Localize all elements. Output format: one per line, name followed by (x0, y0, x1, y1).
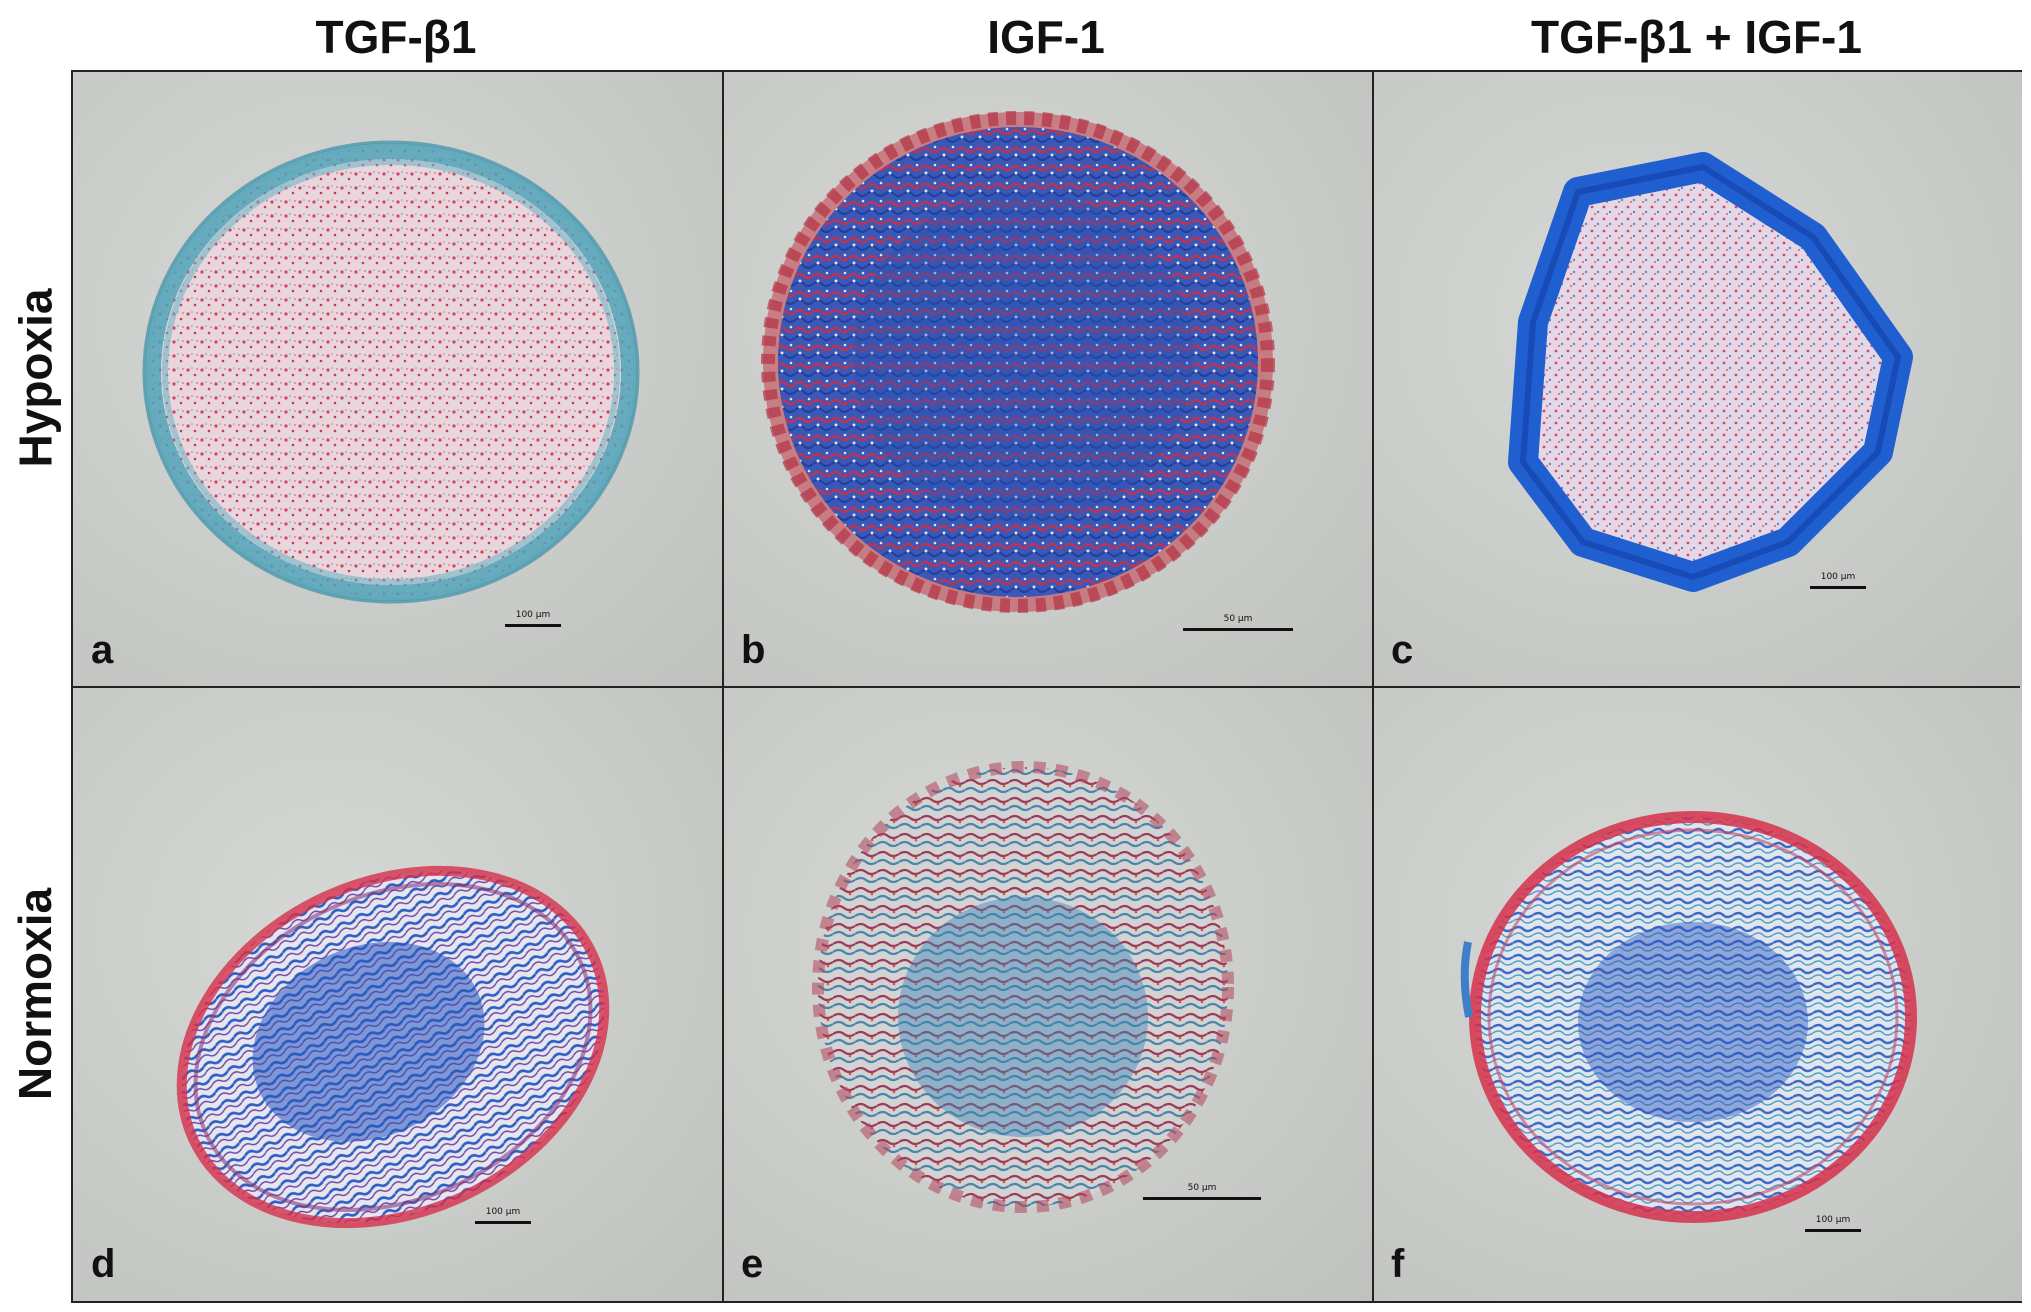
scale-label-e: 50 µm (1187, 1183, 1217, 1193)
scale-bar-f (1805, 1229, 1861, 1232)
panel-e: 50 µm e (723, 687, 1373, 1301)
spheroid-d-image (176, 865, 610, 1229)
spheroid-f-image (1460, 811, 1917, 1223)
panel-letter-f: f (1391, 1242, 1405, 1286)
panel-b: 50 µm b (723, 72, 1373, 687)
panel-c: 100 µm c (1373, 72, 2022, 687)
scale-label-a: 100 µm (515, 610, 551, 620)
row-label-hypoxia-text: Hypoxia (9, 288, 62, 467)
column-header-tgf: TGF-β1 (315, 11, 477, 63)
scale-label-b: 50 µm (1223, 614, 1253, 624)
scale-bar-b (1183, 628, 1293, 631)
row-label-normoxia: Normoxia (0, 685, 70, 1303)
panel-letter-b: b (741, 628, 766, 672)
panel-letter-d: d (91, 1242, 116, 1286)
row-label-hypoxia: Hypoxia (0, 70, 70, 685)
panel-a: 100 µm a (73, 72, 723, 687)
scale-label-c: 100 µm (1820, 572, 1856, 582)
row-label-normoxia-text: Normoxia (9, 887, 62, 1101)
scale-bar-c (1810, 586, 1866, 589)
micrograph-grid: 100 µm a 50 µm b (71, 70, 2022, 1303)
scale-label-f: 100 µm (1815, 1215, 1851, 1225)
spheroid-e-image (812, 761, 1234, 1213)
scale-bar-a (505, 624, 561, 627)
panel-d: 100 µm d (73, 687, 723, 1301)
panel-letter-e: e (741, 1242, 764, 1286)
panel-letter-c: c (1391, 628, 1414, 672)
column-header-igf: IGF-1 (987, 11, 1105, 63)
scale-bar-d (475, 1221, 531, 1224)
divider-horizontal (73, 686, 2020, 688)
panel-f: 100 µm f (1373, 687, 2022, 1301)
scale-bar-e (1143, 1197, 1261, 1200)
column-header-combined: TGF-β1 + IGF-1 (1531, 11, 1862, 63)
panel-letter-a: a (91, 628, 114, 672)
spheroid-b-image (761, 111, 1275, 613)
spheroid-a-image (142, 140, 640, 604)
spheroid-c-image (1508, 152, 1913, 592)
scale-label-d: 100 µm (485, 1207, 521, 1217)
